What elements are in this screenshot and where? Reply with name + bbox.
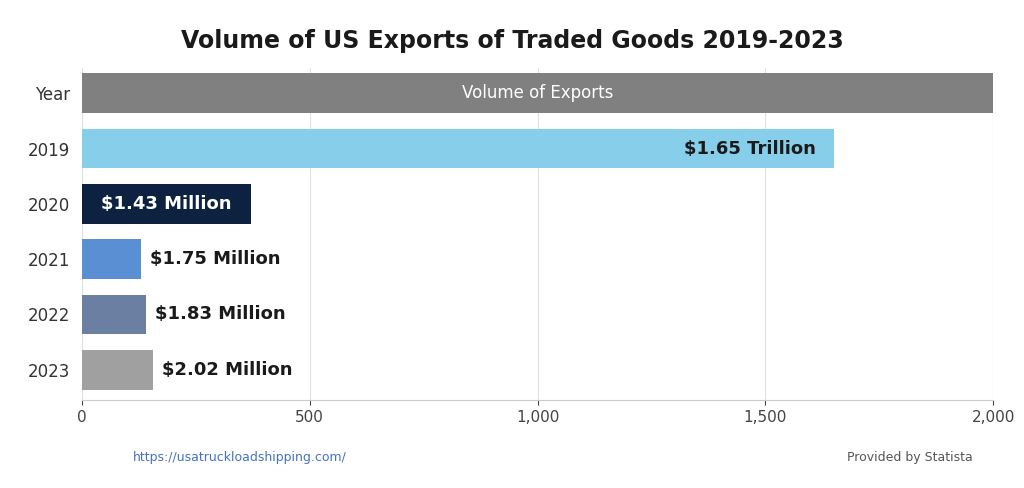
Text: Volume of Exports: Volume of Exports [462, 84, 613, 102]
Text: https://usatruckloadshipping.com/: https://usatruckloadshipping.com/ [133, 451, 347, 464]
Text: Volume of US Exports of Traded Goods 2019-2023: Volume of US Exports of Traded Goods 201… [180, 29, 844, 53]
Text: $1.43 Million: $1.43 Million [101, 195, 231, 213]
Bar [82, 129, 834, 168]
Text: $1.65 Trillion: $1.65 Trillion [684, 140, 815, 158]
Text: $1.75 Million: $1.75 Million [151, 250, 281, 268]
Bar [82, 73, 993, 113]
Text: $1.83 Million: $1.83 Million [155, 305, 286, 324]
Text: Provided by Statista: Provided by Statista [847, 451, 973, 464]
Text: $2.02 Million: $2.02 Million [162, 361, 292, 379]
Bar [82, 239, 141, 279]
Bar [82, 350, 153, 389]
Bar [82, 295, 145, 334]
Bar [82, 184, 251, 224]
